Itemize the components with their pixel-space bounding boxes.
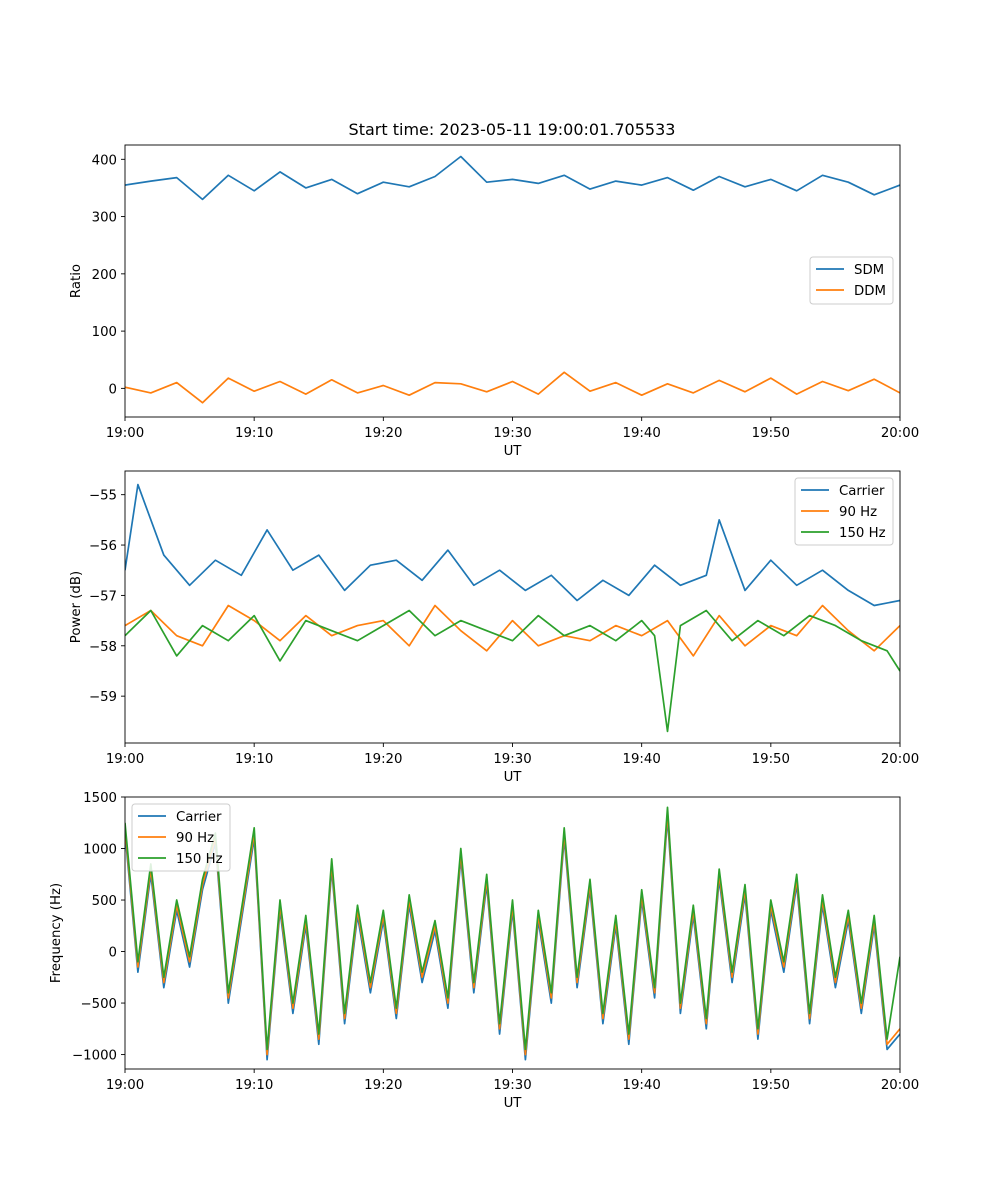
series-group — [125, 806, 900, 1061]
x-tick-label: 19:10 — [235, 1078, 273, 1093]
legend-box — [794, 477, 894, 546]
x-tick-label: 19:20 — [364, 1078, 402, 1093]
x-tick-label: 19:50 — [752, 1078, 790, 1093]
y-tick-label: 400 — [92, 153, 117, 168]
y-tick-label: 0 — [109, 382, 117, 397]
y-tick-label: 100 — [92, 325, 117, 340]
series-line-carrier — [125, 483, 900, 607]
x-tick-label: 19:20 — [364, 752, 402, 767]
x-tick-label: 19:00 — [106, 752, 144, 767]
x-tick-label: 19:00 — [106, 426, 144, 441]
y-tick-label: 300 — [92, 211, 117, 226]
legend: Carrier 90 Hz 150 Hz — [794, 477, 894, 546]
series-group — [125, 155, 900, 404]
x-tick-label: 19:50 — [752, 426, 790, 441]
y-tick-label: 200 — [92, 268, 117, 283]
legend: SDM DDM — [809, 256, 894, 305]
subplot-3: 19:00 19:10 19:20 19:30 19:40 19:50 20:00 −1000… — [49, 791, 919, 1111]
x-tick-label: 19:10 — [235, 426, 273, 441]
x-axis-label: UT — [504, 444, 523, 459]
legend: Carrier 90 Hz 150 Hz — [131, 803, 231, 872]
legend-box — [131, 803, 231, 872]
legend-label: 90 Hz — [176, 831, 214, 846]
y-tick-label: 1000 — [83, 843, 117, 858]
y-tick-label: −58 — [89, 640, 117, 655]
series-line-ddm — [125, 371, 900, 404]
y-axis-label: Ratio — [69, 264, 84, 298]
y-tick-label: −1000 — [72, 1049, 117, 1064]
subplot-2: 19:00 19:10 19:20 19:30 19:40 19:50 20:00 −59 −5… — [69, 470, 919, 785]
x-tick-label: 19:10 — [235, 752, 273, 767]
x-tick-label: 20:00 — [881, 752, 919, 767]
y-axis-label: Frequency (Hz) — [49, 883, 64, 983]
legend-label: 150 Hz — [839, 526, 886, 541]
axes-root: 19:00 19:10 19:20 19:30 19:40 19:50 20:00 0 100 2… — [49, 144, 919, 1111]
legend-label: Carrier — [839, 484, 885, 499]
x-tick-label: 20:00 — [881, 426, 919, 441]
legend-label: 150 Hz — [176, 852, 223, 867]
x-tick-label: 19:40 — [623, 752, 661, 767]
y-tick-label: −59 — [89, 690, 117, 705]
y-tick-label: −57 — [89, 589, 117, 604]
x-tick-label: 19:30 — [493, 426, 531, 441]
x-tick-label: 19:30 — [493, 1078, 531, 1093]
x-tick-label: 19:50 — [752, 752, 790, 767]
y-axis-label: Power (dB) — [69, 571, 84, 643]
y-tick-label: 0 — [109, 946, 117, 961]
x-tick-label: 19:40 — [623, 1078, 661, 1093]
series-line-150-hz — [125, 806, 900, 1051]
x-tick-label: 20:00 — [881, 1078, 919, 1093]
y-tick-label: 1500 — [83, 791, 117, 806]
y-tick-label: −500 — [80, 997, 117, 1012]
legend-label: SDM — [854, 263, 884, 278]
series-group — [125, 483, 900, 733]
subplot-1: 19:00 19:10 19:20 19:30 19:40 19:50 20:00 0 100 2… — [69, 144, 919, 459]
legend-label: 90 Hz — [839, 505, 877, 520]
x-tick-label: 19:00 — [106, 1078, 144, 1093]
y-tick-label: −55 — [89, 489, 117, 504]
legend-label: DDM — [854, 284, 886, 299]
x-tick-label: 19:30 — [493, 752, 531, 767]
x-axis-label: UT — [504, 770, 523, 785]
x-axis-label: UT — [504, 1096, 523, 1111]
figure-title: Start time: 2023-05-11 19:00:01.705533 — [349, 120, 676, 139]
y-tick-label: 500 — [92, 894, 117, 909]
series-line-150-hz — [125, 609, 900, 733]
series-line-sdm — [125, 155, 900, 201]
y-tick-label: −56 — [89, 539, 117, 554]
x-tick-label: 19:20 — [364, 426, 402, 441]
legend-label: Carrier — [176, 810, 222, 825]
series-line-90-hz — [125, 604, 900, 657]
x-tick-label: 19:40 — [623, 426, 661, 441]
